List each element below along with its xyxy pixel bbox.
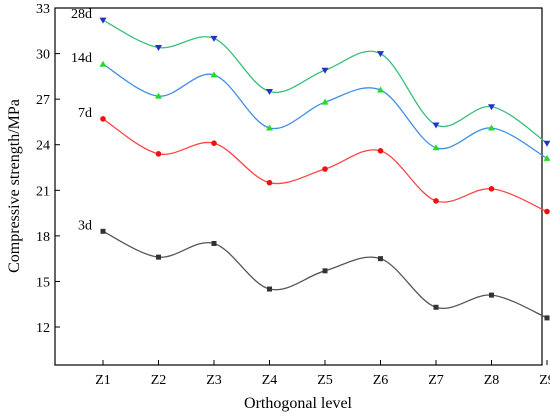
data-point-7d <box>544 208 550 215</box>
data-point-14d <box>432 144 440 151</box>
series-label-7d: 7d <box>78 106 92 121</box>
x-tick-label: Z2 <box>151 373 167 388</box>
data-point-28d <box>432 122 440 129</box>
data-point-14d <box>377 86 384 93</box>
y-tick-label: 24 <box>36 139 50 154</box>
series-label-layer: 3d 7d 14d 28d <box>71 7 92 233</box>
data-point-3d <box>544 315 550 321</box>
y-tick-label: 30 <box>36 48 50 63</box>
x-tick-label: Z9 <box>539 373 550 388</box>
data-point-14d <box>210 71 218 78</box>
series-label-3d: 3d <box>78 218 92 233</box>
y-tick-label: 21 <box>36 184 50 199</box>
x-axis: Z1 Z2 Z3 Z4 Z5 Z6 Z7 Z8 Z9 <box>95 360 550 388</box>
data-point-14d <box>266 124 273 131</box>
data-point-28d <box>543 140 550 147</box>
plot-frame <box>54 7 543 366</box>
series-label-14d: 14d <box>71 51 92 66</box>
data-point-7d <box>266 179 273 186</box>
data-point-14d <box>155 92 162 99</box>
y-axis: 12 15 18 21 24 27 30 33 <box>36 2 60 336</box>
data-point-14d <box>321 98 329 105</box>
data-point-7d <box>211 140 217 147</box>
series-line-28d <box>102 19 548 144</box>
data-point-7d <box>155 151 162 157</box>
x-tick-label: Z6 <box>373 373 389 388</box>
series-line-3d <box>102 230 548 319</box>
series-line-14d <box>102 63 548 159</box>
data-point-28d <box>99 17 107 24</box>
data-point-28d <box>488 104 495 111</box>
x-tick-label: Z5 <box>317 373 333 388</box>
x-tick-label: Z7 <box>428 373 444 388</box>
data-point-28d <box>210 35 218 42</box>
data-point-7d <box>488 185 495 192</box>
data-point-3d <box>489 292 494 298</box>
series-layer <box>99 17 550 321</box>
series-line-7d <box>102 118 548 213</box>
data-point-3d <box>267 286 272 292</box>
data-point-14d <box>99 60 107 67</box>
data-point-14d <box>543 154 550 161</box>
y-axis-title: Compressive strength/MPa <box>6 99 23 273</box>
data-point-3d <box>433 304 439 310</box>
series-label-28d: 28d <box>71 7 92 22</box>
data-point-3d <box>322 268 328 274</box>
x-axis-title: Orthogonal level <box>244 395 353 412</box>
data-point-7d <box>377 148 384 154</box>
data-point-7d <box>433 198 439 204</box>
y-tick-label: 33 <box>36 2 50 17</box>
y-tick-label: 18 <box>36 230 50 245</box>
y-tick-label: 15 <box>36 275 50 290</box>
data-point-3d <box>211 240 217 246</box>
data-point-28d <box>155 44 162 51</box>
data-point-28d <box>266 89 273 96</box>
data-point-14d <box>488 124 495 131</box>
data-point-3d <box>100 228 106 234</box>
y-tick-label: 27 <box>36 93 50 108</box>
data-point-7d <box>322 166 328 172</box>
x-tick-label: Z1 <box>95 373 111 388</box>
x-tick-label: Z4 <box>262 373 278 388</box>
data-point-7d <box>100 116 106 122</box>
data-point-3d <box>156 254 161 260</box>
data-point-3d <box>378 256 383 262</box>
y-tick-label: 12 <box>36 321 50 336</box>
x-tick-label: Z8 <box>484 373 500 388</box>
x-tick-label: Z3 <box>206 373 222 388</box>
data-point-28d <box>321 67 329 74</box>
data-point-28d <box>377 51 384 58</box>
